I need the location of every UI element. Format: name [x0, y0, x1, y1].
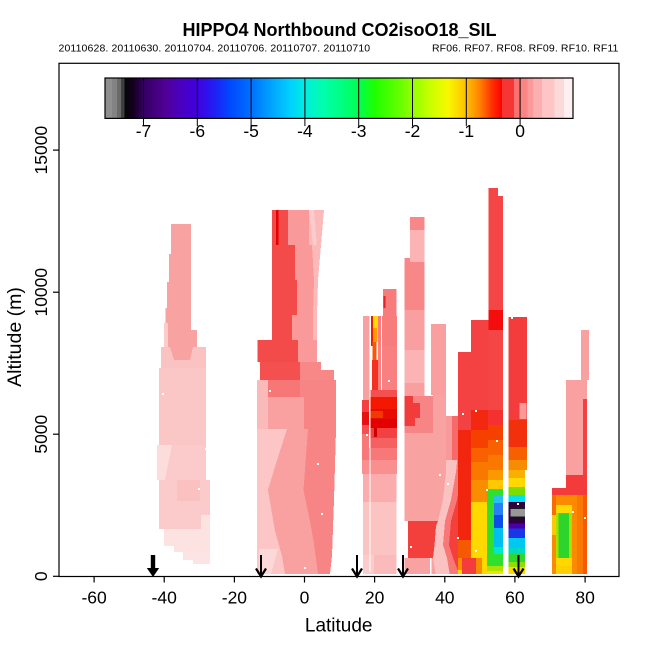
svg-text:10000: 10000: [31, 268, 51, 317]
svg-text:60: 60: [505, 588, 525, 608]
svg-text:Altitude (m): Altitude (m): [4, 287, 26, 387]
svg-text:40: 40: [435, 588, 455, 608]
svg-text:20: 20: [365, 588, 385, 608]
svg-text:80: 80: [575, 588, 595, 608]
svg-text:RF06. RF07. RF08. RF09. RF10.: RF06. RF07. RF08. RF09. RF10. RF11: [432, 43, 619, 55]
svg-text:-7: -7: [136, 121, 152, 141]
svg-text:-2: -2: [405, 121, 421, 141]
svg-text:-1: -1: [459, 121, 475, 141]
svg-text:5000: 5000: [31, 414, 51, 453]
svg-text:-20: -20: [222, 588, 248, 608]
svg-text:-3: -3: [351, 121, 367, 141]
svg-text:15000: 15000: [31, 126, 51, 175]
svg-text:-6: -6: [190, 121, 206, 141]
svg-text:0: 0: [300, 588, 310, 608]
svg-text:Latitude: Latitude: [305, 616, 373, 637]
svg-text:-40: -40: [152, 588, 178, 608]
svg-text:20110628. 20110630. 20110704.: 20110628. 20110630. 20110704. 20110706. …: [59, 43, 371, 55]
svg-text:HIPPO4 Northbound CO2isoO18_SI: HIPPO4 Northbound CO2isoO18_SIL: [182, 20, 496, 40]
svg-text:0: 0: [31, 571, 51, 581]
svg-text:-60: -60: [81, 588, 107, 608]
svg-text:-4: -4: [297, 121, 313, 141]
svg-text:-5: -5: [243, 121, 259, 141]
svg-text:0: 0: [515, 121, 525, 141]
